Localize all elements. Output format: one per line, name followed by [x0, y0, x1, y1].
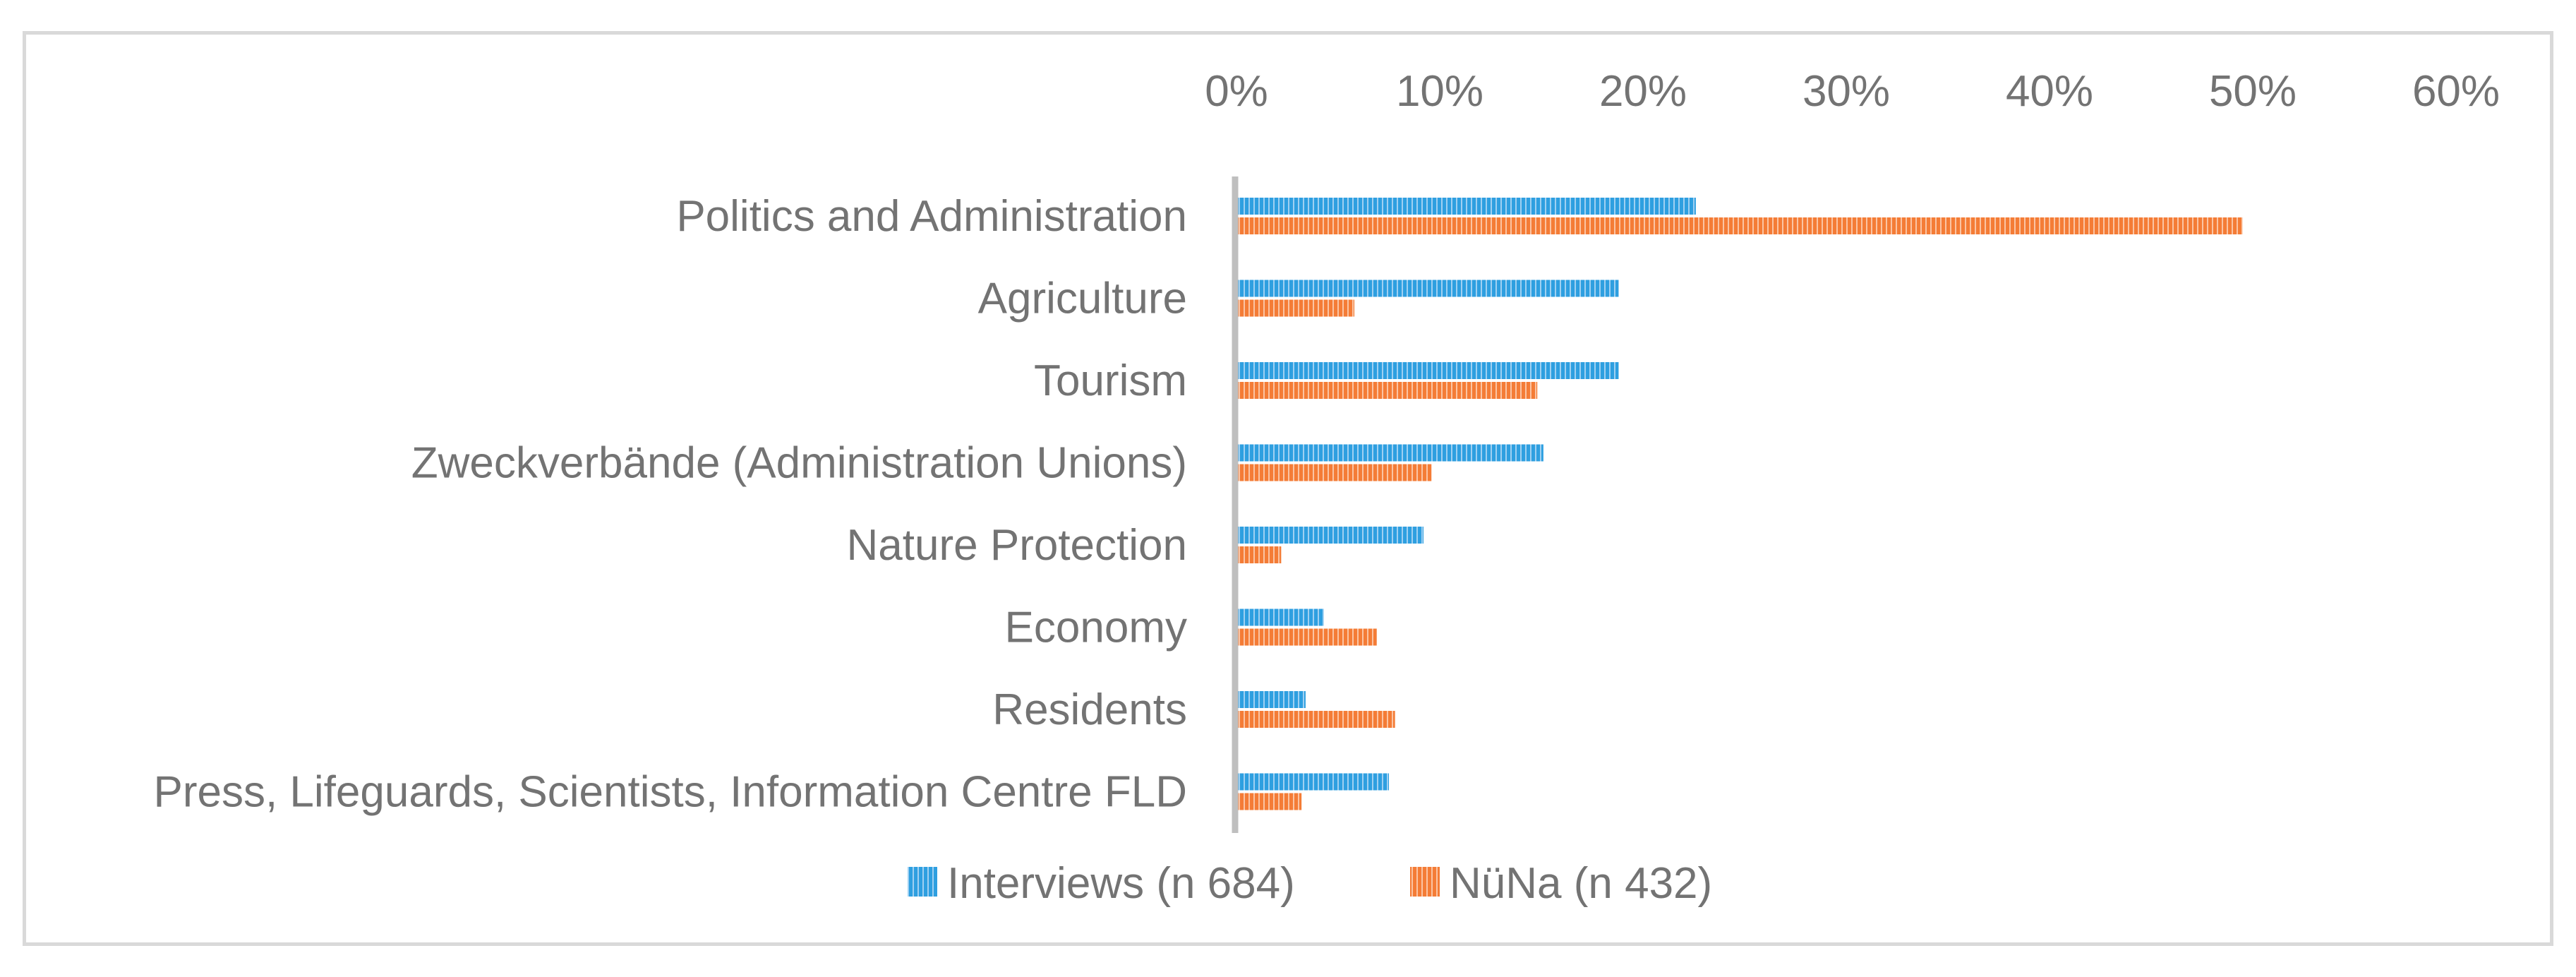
- bar-interviews: [1236, 444, 1543, 462]
- x-tick-label: 50%: [2209, 67, 2297, 116]
- x-tick-label: 40%: [2006, 67, 2093, 116]
- bar-nuna: [1236, 628, 1377, 646]
- bar-nuna: [1236, 711, 1395, 728]
- bar-interviews: [1236, 691, 1306, 708]
- category-label: Tourism: [1034, 356, 1187, 405]
- category-label: Economy: [1005, 604, 1187, 652]
- legend-swatch-interviews: [908, 867, 937, 897]
- x-tick-label: 60%: [2412, 67, 2500, 116]
- legend: Interviews (n 684) NüNa (n 432): [908, 859, 1712, 908]
- bar-interviews: [1236, 609, 1324, 626]
- bar-nuna: [1236, 546, 1282, 563]
- bar-nuna: [1236, 299, 1355, 317]
- category-label: Press, Lifeguards, Scientists, Informati…: [153, 768, 1187, 817]
- bar-nuna: [1236, 382, 1538, 399]
- bar-nuna: [1236, 217, 2243, 234]
- category-label: Zweckverbände (Administration Unions): [411, 439, 1187, 488]
- x-axis-ticks: 0% 10% 20% 30% 40% 50% 60%: [1205, 67, 2500, 116]
- legend-label-nuna: NüNa (n 432): [1450, 859, 1712, 908]
- x-tick-label: 10%: [1396, 67, 1483, 116]
- category-label: Politics and Administration: [676, 192, 1187, 241]
- x-tick-label: 30%: [1802, 67, 1890, 116]
- bars: [1236, 198, 2243, 810]
- bar-interviews: [1236, 280, 1619, 297]
- category-label: Nature Protection: [847, 521, 1187, 570]
- category-label: Residents: [992, 685, 1187, 734]
- x-tick-label: 0%: [1205, 67, 1268, 116]
- bar-interviews: [1236, 198, 1696, 215]
- category-label: Agriculture: [978, 275, 1187, 323]
- bar-nuna: [1236, 464, 1432, 481]
- bar-interviews: [1236, 527, 1424, 544]
- bar-interviews: [1236, 362, 1619, 379]
- legend-swatch-nuna: [1410, 867, 1440, 897]
- category-labels: Politics and Administration Agriculture To…: [153, 192, 1187, 817]
- x-tick-label: 20%: [1599, 67, 1687, 116]
- legend-label-interviews: Interviews (n 684): [947, 859, 1295, 908]
- bar-nuna: [1236, 793, 1302, 810]
- bar-interviews: [1236, 773, 1389, 791]
